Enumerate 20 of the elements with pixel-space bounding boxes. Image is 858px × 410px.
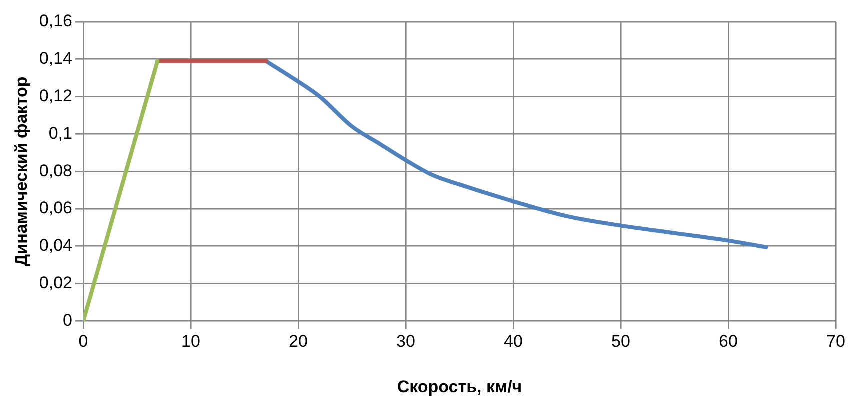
x-tick-label: 0 xyxy=(78,332,88,352)
x-tick-label: 20 xyxy=(289,332,308,352)
x-tick-label: 50 xyxy=(612,332,630,352)
y-tick-label: 0,04 xyxy=(39,236,72,256)
y-tick-label: 0,12 xyxy=(39,86,72,106)
line-series xyxy=(264,59,768,250)
y-tick-label: 0,16 xyxy=(39,12,72,31)
y-axis-title: Динамический фактор xyxy=(12,76,31,266)
y-tick-label: 0,06 xyxy=(39,198,72,218)
x-tick-label: 70 xyxy=(826,332,846,352)
y-tick-label: 0 xyxy=(63,310,72,330)
x-tick-label: 60 xyxy=(719,332,738,352)
x-tick-label: 40 xyxy=(504,332,523,352)
x-axis-title: Скорость, км/ч xyxy=(397,377,522,396)
x-tick-label: 10 xyxy=(182,332,200,352)
y-tick-label: 0,02 xyxy=(39,273,72,292)
y-tick-label: 0,1 xyxy=(48,124,72,143)
y-tick-label: 0,08 xyxy=(39,161,72,180)
x-tick-label: 30 xyxy=(396,332,416,352)
y-tick-label: 0,14 xyxy=(39,49,72,68)
